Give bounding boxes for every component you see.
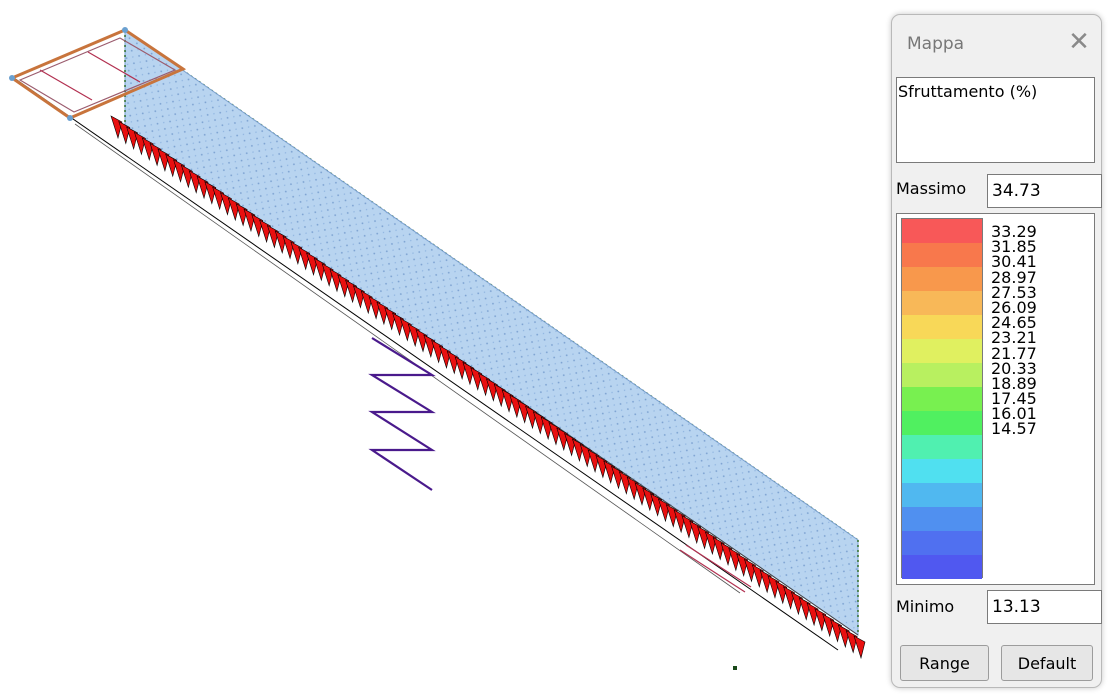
legend-segment: [902, 411, 982, 435]
legend-value: 27.53: [991, 282, 1037, 302]
legend-value: 31.85: [991, 237, 1037, 257]
result-type-box[interactable]: Sfruttamento (%): [896, 77, 1095, 163]
legend-segment: [902, 291, 982, 315]
support-element: [679, 544, 752, 593]
legend-segment: [902, 507, 982, 531]
legend-value: 21.77: [991, 343, 1037, 363]
legend-segment: [902, 315, 982, 339]
legend-segment: [902, 267, 982, 291]
legend-segment: [902, 483, 982, 507]
marker-dot: [733, 666, 737, 670]
legend-segment: [902, 531, 982, 555]
legend-value: 30.41: [991, 252, 1037, 272]
legend-segment: [902, 387, 982, 411]
legend-value: 18.89: [991, 373, 1037, 393]
support-triangle: [853, 635, 866, 660]
close-icon[interactable]: ✕: [1068, 27, 1090, 57]
slab-surface[interactable]: [124, 29, 859, 636]
legend-color-bar: [901, 218, 983, 579]
legend-value: 14.57: [991, 419, 1037, 439]
spring-icon: [368, 337, 436, 491]
legend-segment: [902, 555, 982, 579]
legend-value: 33.29: [991, 222, 1037, 241]
color-legend: 33.29 31.85 30.41 28.97 27.53 26.09 24.65 23.21…: [896, 213, 1095, 585]
base-line: [13, 77, 839, 651]
legend-value: 28.97: [991, 267, 1037, 287]
legend-value: 26.09: [991, 297, 1037, 317]
legend-labels: 33.29 31.85 30.41 28.97 27.53 26.09 24.65 23.21…: [991, 222, 1037, 439]
legend-value: 20.33: [991, 358, 1037, 378]
legend-segment: [902, 435, 982, 459]
result-type-label: Sfruttamento (%): [898, 82, 1038, 101]
base-line-2: [74, 123, 741, 594]
legend-segment: [902, 363, 982, 387]
legend-value: 17.45: [991, 389, 1037, 409]
min-label: Minimo: [896, 597, 955, 616]
legend-segment: [902, 219, 982, 243]
max-value-input[interactable]: [987, 174, 1102, 208]
panel-title: Mappa: [907, 34, 965, 54]
legend-value: 23.21: [991, 328, 1037, 348]
legend-value: 24.65: [991, 313, 1037, 333]
range-button[interactable]: Range: [900, 645, 989, 681]
mappa-panel: Mappa ✕ Sfruttamento (%) Massimo 33.2931…: [891, 14, 1102, 688]
legend-segment: [902, 459, 982, 483]
max-label: Massimo: [896, 179, 967, 198]
end-frame: [8, 27, 187, 121]
min-value-input[interactable]: [987, 590, 1102, 624]
support-triangles: [110, 115, 866, 660]
legend-segment: [902, 243, 982, 267]
legend-value: 16.01: [991, 404, 1037, 424]
default-button[interactable]: Default: [1001, 645, 1093, 681]
legend-segment: [902, 339, 982, 363]
